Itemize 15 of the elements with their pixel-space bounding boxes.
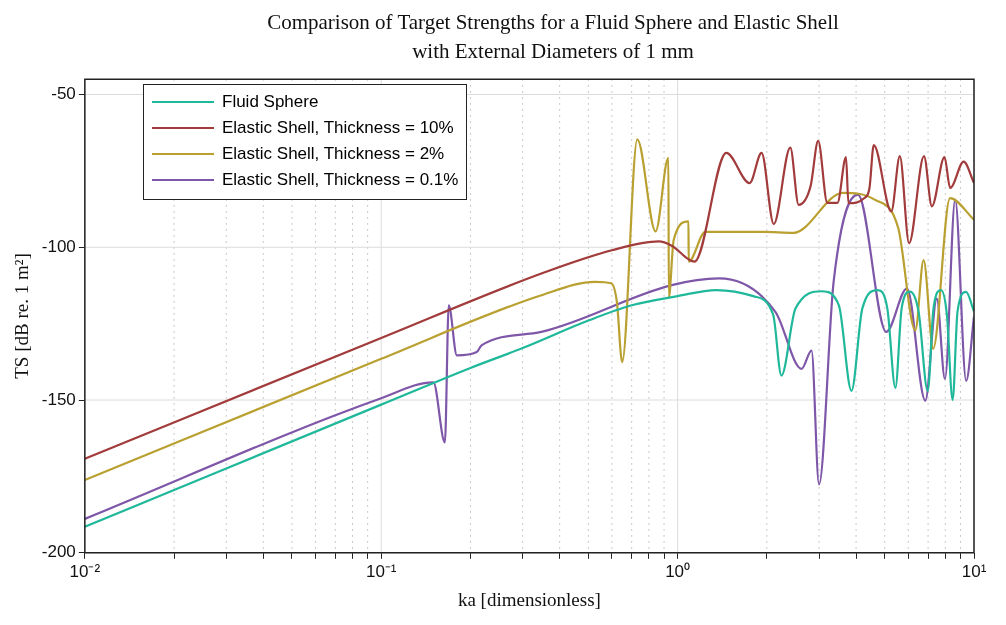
chart-title: Comparison of Target Strengths for a Fluid Sphere and Elastic Shell with External Diameters of 1 mm [266, 9, 840, 65]
y-tick-label: -150 [41, 389, 76, 409]
y-tick-label: -200 [41, 542, 76, 562]
x-tick-label: 10⁻² [69, 561, 101, 581]
legend-label: Elastic Shell, Thickness = 2% [222, 144, 445, 164]
legend-label: Elastic Shell, Thickness = 10% [222, 118, 454, 138]
x-tick-label: 10⁰ [665, 561, 691, 581]
x-tick-label: 10⁻¹ [365, 561, 397, 581]
y-tick-label: -100 [41, 236, 76, 256]
x-axis-title: ka [dimensionless] [457, 588, 601, 610]
x-tick-label: 10¹ [961, 561, 987, 581]
legend-label: Elastic Shell, Thickness = 0.1% [222, 170, 459, 190]
y-tick-label: -50 [51, 84, 76, 104]
y-axis-title: TS [dB re. 1 m²] [11, 253, 33, 379]
legend-label: Fluid Sphere [222, 92, 319, 112]
